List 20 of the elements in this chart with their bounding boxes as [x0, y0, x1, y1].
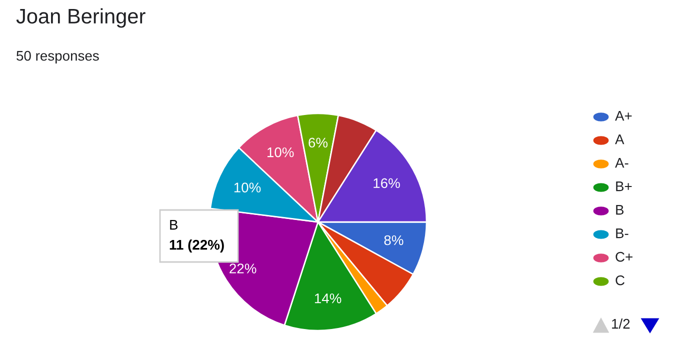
data-label: 22%: [230, 264, 256, 274]
data-label: 10%: [268, 147, 294, 158]
legend-label: A: [615, 134, 624, 144]
data-label: 14%: [314, 294, 342, 304]
text: 11 (22%): [170, 240, 224, 252]
legend-label: A+: [615, 111, 632, 121]
data-label: 10%: [234, 182, 261, 192]
legend-label: C+: [616, 252, 632, 262]
data-label: 6%: [308, 138, 328, 148]
text: 50 responses: [16, 50, 99, 64]
text: 1/2: [612, 318, 630, 329]
chart-title: Joan Beringer: [16, 8, 146, 28]
legend-label: C: [616, 275, 624, 286]
text: B: [170, 220, 178, 230]
data-label: 16%: [374, 178, 400, 188]
legend-label: B: [616, 205, 624, 215]
data-label: 8%: [384, 235, 404, 246]
legend-label: B-: [616, 228, 628, 238]
legend-label: A-: [615, 158, 628, 168]
legend-label: B+: [616, 182, 632, 192]
